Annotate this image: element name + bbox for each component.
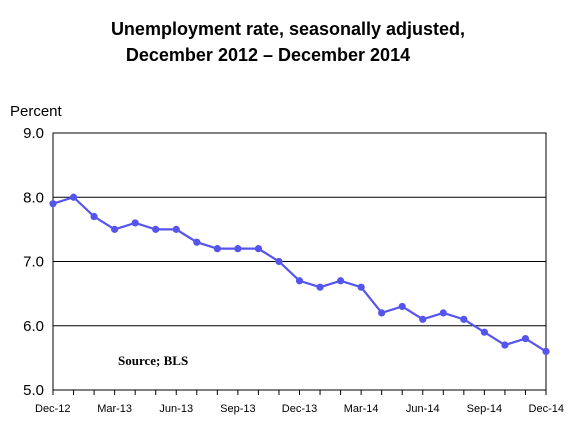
x-tick-label: Dec-12 (35, 403, 70, 415)
x-tick-label: Dec-14 (529, 403, 564, 415)
y-axis-ticks: 9.0 8.0 7.0 6.0 5.0 (23, 125, 44, 399)
chart-title-line1: Unemployment rate, seasonally adjusted, (110, 19, 466, 39)
y-tick-label: 5.0 (23, 382, 44, 399)
chart-title-line2: December 2012 – December 2014 (125, 45, 411, 65)
data-point (49, 200, 57, 208)
y-tick-label: 7.0 (23, 254, 44, 271)
x-tick-label: Jun-13 (159, 403, 193, 415)
data-point (460, 315, 468, 323)
y-axis-label: Percent (10, 103, 63, 120)
data-point (295, 277, 304, 285)
data-point (193, 238, 201, 246)
chart-title: Unemployment rate, seasonally adjusted, … (0, 16, 576, 68)
x-tick-label: Dec-13 (282, 403, 317, 415)
data-point (336, 277, 345, 285)
source-annotation: Source; BLS (118, 353, 188, 368)
data-point (521, 335, 530, 343)
data-point (501, 341, 509, 349)
data-point (398, 302, 406, 311)
data-point (480, 328, 488, 336)
y-tick-label: 6.0 (23, 318, 44, 335)
data-point (152, 225, 160, 233)
x-tick-label: Mar-14 (344, 403, 379, 415)
series-line (52, 196, 547, 353)
x-tick-label: Sep-14 (467, 403, 502, 415)
data-point (234, 245, 242, 253)
data-point (542, 347, 550, 356)
data-point (131, 219, 139, 227)
data-point (90, 212, 98, 221)
x-axis-ticks: Dec-12 Mar-13 Jun-13 Sep-13 Dec-13 Mar-14 Jun-… (35, 390, 564, 415)
data-point (69, 193, 78, 201)
data-point (316, 283, 324, 291)
gridlines (53, 196, 546, 327)
series-points (49, 193, 550, 356)
data-point (357, 283, 365, 291)
y-tick-label: 8.0 (23, 189, 44, 206)
x-tick-label: Mar-13 (97, 403, 132, 415)
data-point (419, 315, 427, 323)
data-point (172, 225, 180, 233)
data-point (254, 245, 263, 253)
data-point (275, 257, 283, 266)
y-tick-label: 9.0 (23, 125, 44, 142)
x-tick-label: Sep-13 (220, 403, 255, 415)
data-point (439, 309, 447, 317)
data-point (213, 245, 221, 253)
data-point (111, 225, 119, 233)
data-point (378, 309, 386, 317)
x-tick-label: Jun-14 (406, 403, 440, 415)
